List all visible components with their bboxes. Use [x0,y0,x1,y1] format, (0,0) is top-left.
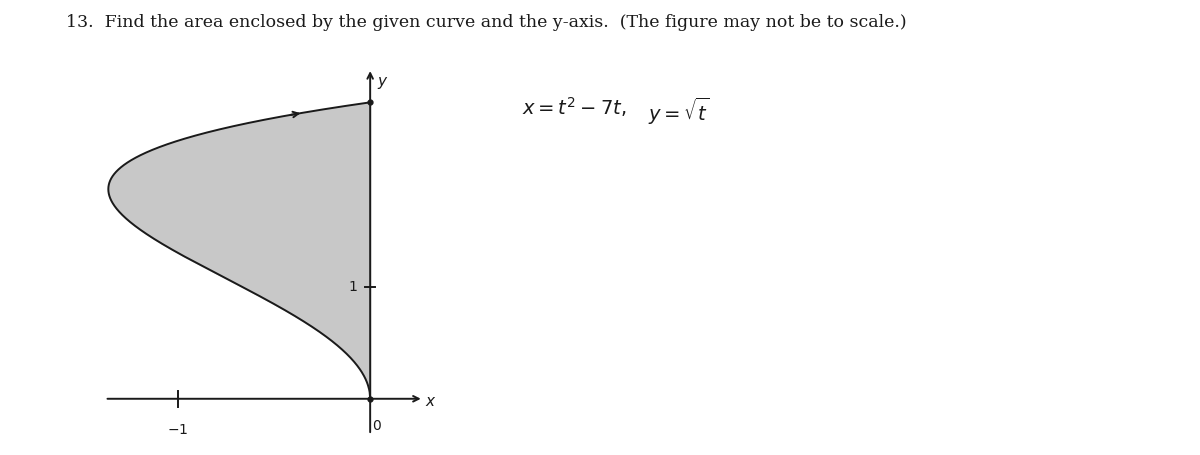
Text: $1$: $1$ [348,280,358,294]
Text: $-1$: $-1$ [167,424,188,437]
Text: x: x [426,394,434,409]
Text: $0$: $0$ [372,419,382,433]
Text: 13.  Find the area enclosed by the given curve and the y-axis.  (The figure may : 13. Find the area enclosed by the given … [66,14,907,30]
Text: $y = \sqrt{t}$: $y = \sqrt{t}$ [648,96,710,126]
Text: y: y [378,74,386,89]
Text: $x = t^2 - 7t,$: $x = t^2 - 7t,$ [522,96,626,120]
